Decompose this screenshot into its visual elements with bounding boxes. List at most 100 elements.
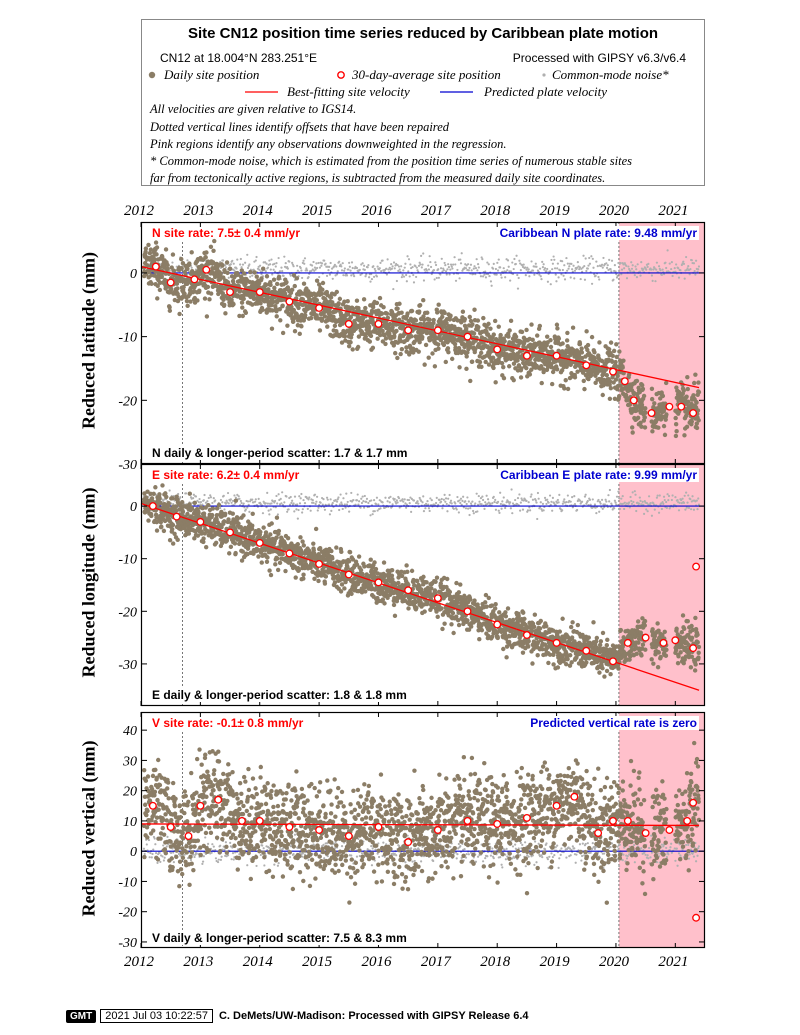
noise-point — [471, 500, 474, 503]
year-label: 2018 — [480, 203, 511, 219]
noise-point — [197, 501, 200, 504]
noise-point — [239, 257, 242, 261]
noise-point — [306, 269, 309, 272]
daily-point — [189, 506, 195, 511]
daily-point — [664, 412, 669, 417]
noise-point — [696, 508, 699, 511]
noise-point — [538, 273, 541, 276]
daily-point — [314, 297, 320, 303]
daily-point — [673, 415, 678, 421]
noise-point — [506, 259, 510, 262]
noise-point — [566, 262, 569, 265]
y-tick-label: -20 — [118, 394, 137, 409]
daily-point — [537, 323, 543, 329]
noise-point — [265, 262, 268, 265]
daily-point — [356, 334, 362, 339]
noise-point — [422, 252, 425, 255]
noise-point — [541, 502, 545, 505]
noise-point — [316, 509, 319, 512]
daily-point — [193, 529, 198, 534]
noise-point — [415, 266, 418, 269]
noise-point — [500, 276, 503, 279]
noise-point — [469, 506, 472, 510]
noise-point — [677, 267, 680, 270]
noise-point — [529, 495, 532, 498]
noise-point — [322, 498, 325, 501]
avg-point — [255, 288, 264, 297]
avg-point — [202, 265, 211, 274]
noise-point — [400, 265, 403, 268]
daily-point — [277, 306, 283, 312]
noise-point — [357, 503, 360, 506]
daily-point — [613, 377, 619, 382]
noise-point — [474, 267, 478, 270]
noise-point — [437, 503, 440, 506]
daily-point — [374, 300, 380, 306]
noise-point — [385, 267, 388, 270]
noise-point — [474, 502, 477, 505]
noise-point — [363, 494, 366, 498]
noise-point — [621, 495, 624, 498]
noise-point — [484, 276, 488, 279]
noise-point — [682, 262, 686, 265]
noise-point — [347, 268, 350, 271]
daily-point — [237, 313, 242, 319]
noise-point — [457, 511, 460, 514]
year-label: 2017 — [420, 203, 451, 219]
noise-point — [690, 259, 693, 262]
noise-point — [223, 508, 226, 511]
daily-point — [207, 297, 212, 302]
noise-point — [257, 497, 260, 500]
noise-point — [677, 276, 681, 279]
daily-point — [187, 502, 192, 507]
noise-point — [633, 274, 636, 277]
noise-point — [558, 493, 561, 496]
daily-point — [308, 315, 314, 321]
noise-point — [409, 263, 412, 266]
noise-point — [552, 255, 555, 258]
noise-point — [367, 276, 371, 279]
noise-point — [454, 279, 458, 282]
y-tick-label: -30 — [118, 458, 137, 473]
noise-point — [222, 494, 225, 497]
daily-point — [486, 362, 492, 367]
daily-point — [143, 246, 149, 251]
daily-point — [253, 530, 259, 536]
north-site-rate: N site rate: 7.5± 0.4 mm/yr — [152, 226, 300, 240]
noise-point — [317, 506, 320, 509]
daily-point — [293, 556, 298, 561]
daily-point — [296, 568, 302, 573]
noise-point — [597, 498, 600, 502]
noise-point — [371, 513, 374, 516]
daily-point — [570, 325, 576, 330]
avg-point — [190, 275, 199, 284]
daily-point — [236, 521, 241, 526]
noise-point — [620, 268, 624, 271]
daily-point — [421, 317, 427, 322]
daily-point — [284, 279, 289, 285]
noise-point — [348, 510, 351, 513]
daily-point — [243, 310, 249, 316]
noise-point — [422, 495, 425, 498]
daily-point — [491, 365, 496, 371]
noise-point — [684, 508, 687, 511]
daily-point — [291, 307, 297, 313]
daily-point — [452, 341, 458, 347]
noise-point — [567, 267, 570, 270]
noise-point — [572, 264, 575, 267]
noise-point — [645, 268, 648, 271]
noise-point — [492, 495, 495, 498]
daily-point — [562, 386, 567, 391]
daily-point — [460, 309, 466, 314]
noise-point — [589, 503, 592, 506]
noise-point — [315, 500, 318, 503]
noise-point — [271, 500, 275, 503]
noise-point — [427, 264, 430, 267]
daily-point — [169, 265, 174, 270]
year-label: 2012 — [124, 954, 154, 970]
daily-point — [392, 333, 397, 339]
noise-point — [420, 254, 423, 257]
daily-point — [250, 523, 255, 528]
daily-point — [259, 276, 264, 281]
daily-point — [184, 298, 190, 304]
